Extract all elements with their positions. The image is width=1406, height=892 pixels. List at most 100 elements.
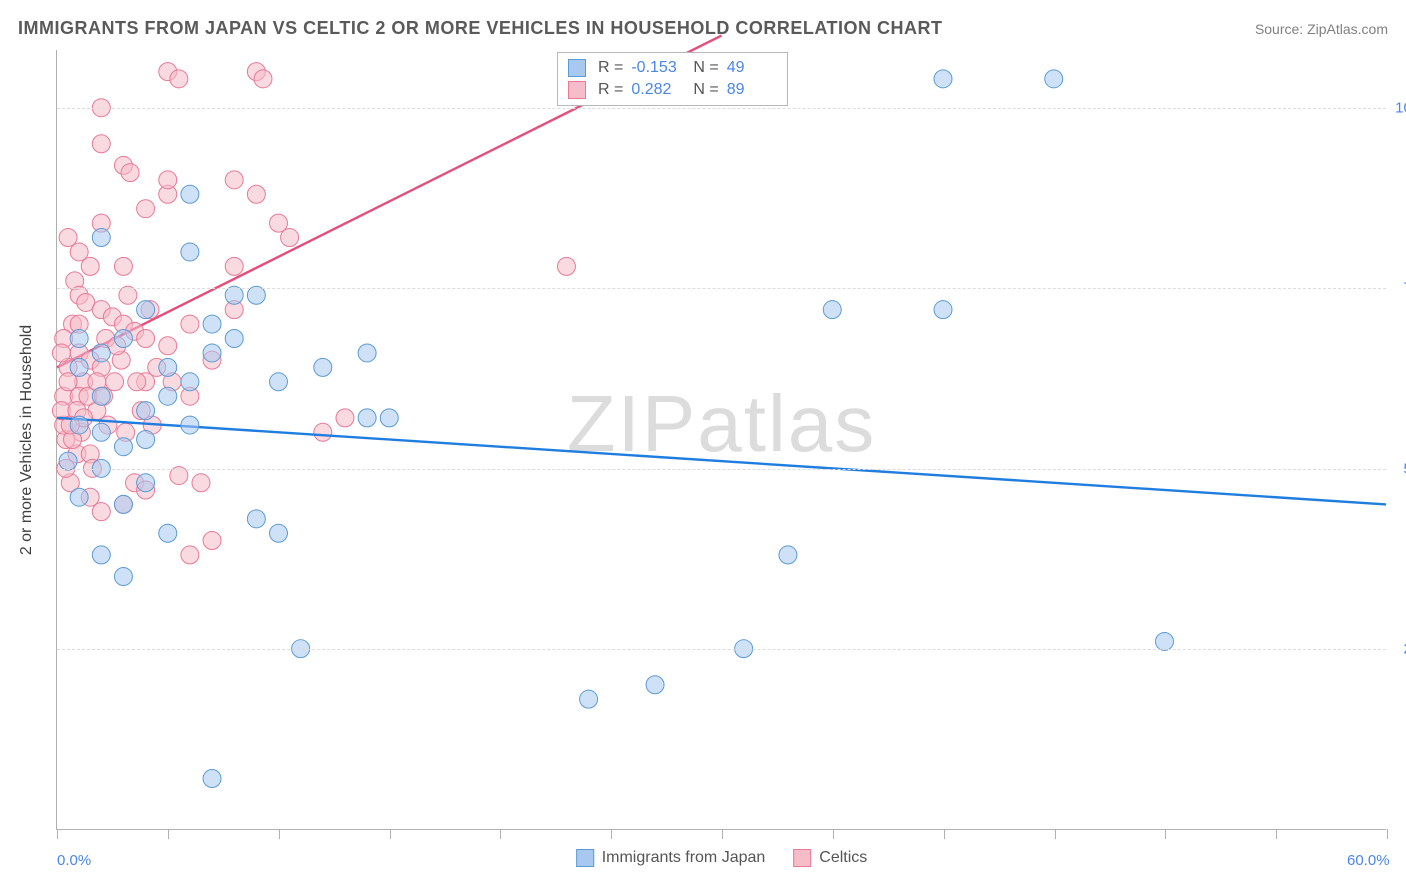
bottom-legend: Immigrants from Japan Celtics xyxy=(576,849,868,867)
blue-point xyxy=(159,387,177,405)
pink-point xyxy=(137,200,155,218)
blue-point xyxy=(92,387,110,405)
pink-point xyxy=(92,503,110,521)
y-axis-title: 2 or more Vehicles in Household xyxy=(18,324,36,554)
pink-point xyxy=(159,171,177,189)
swatch-pink xyxy=(568,81,586,99)
x-tick-label: 60.0% xyxy=(1347,852,1390,869)
pink-point xyxy=(128,373,146,391)
gridline-h xyxy=(57,288,1386,289)
blue-point xyxy=(70,330,88,348)
plot-area: 2 or more Vehicles in Household ZIPatlas… xyxy=(56,50,1386,830)
blue-point xyxy=(92,546,110,564)
pink-point xyxy=(170,70,188,88)
stat-n-label: N = xyxy=(693,59,718,77)
pink-point xyxy=(81,257,99,275)
blue-point xyxy=(70,416,88,434)
blue-point xyxy=(92,229,110,247)
source-label: Source: ZipAtlas.com xyxy=(1255,21,1388,37)
blue-point xyxy=(779,546,797,564)
x-tick xyxy=(1276,829,1277,839)
legend-item-blue: Immigrants from Japan xyxy=(576,849,766,867)
blue-point xyxy=(114,568,132,586)
blue-point xyxy=(1156,632,1174,650)
legend-label: Immigrants from Japan xyxy=(602,849,766,867)
pink-point xyxy=(247,185,265,203)
blue-point xyxy=(314,358,332,376)
swatch-blue xyxy=(576,849,594,867)
blue-point xyxy=(823,301,841,319)
blue-point xyxy=(646,676,664,694)
pink-point xyxy=(114,257,132,275)
blue-point xyxy=(203,315,221,333)
stat-r-label: R = xyxy=(598,59,623,77)
blue-point xyxy=(380,409,398,427)
pink-point xyxy=(137,330,155,348)
pink-point xyxy=(121,164,139,182)
swatch-blue xyxy=(568,59,586,77)
pink-point xyxy=(92,135,110,153)
blue-point xyxy=(59,452,77,470)
blue-point xyxy=(358,409,376,427)
y-tick-label: 100.0% xyxy=(1395,99,1406,116)
blue-point xyxy=(580,690,598,708)
pink-point xyxy=(281,229,299,247)
pink-point xyxy=(314,423,332,441)
pink-point xyxy=(159,337,177,355)
x-tick xyxy=(611,829,612,839)
blue-point xyxy=(270,373,288,391)
stat-row-pink: R =0.282N =89 xyxy=(568,79,777,101)
stat-r-value: -0.153 xyxy=(631,59,681,77)
x-tick xyxy=(57,829,58,839)
blue-point xyxy=(159,524,177,542)
blue-point xyxy=(159,358,177,376)
gridline-h xyxy=(57,108,1386,109)
gridline-h xyxy=(57,649,1386,650)
blue-point xyxy=(1045,70,1063,88)
legend-item-pink: Celtics xyxy=(793,849,867,867)
blue-point xyxy=(225,330,243,348)
blue-point xyxy=(270,524,288,542)
pink-point xyxy=(181,546,199,564)
pink-point xyxy=(557,257,575,275)
pink-point xyxy=(106,373,124,391)
blue-point xyxy=(137,402,155,420)
stat-n-value: 49 xyxy=(727,59,777,77)
blue-point xyxy=(934,70,952,88)
blue-point xyxy=(137,301,155,319)
pink-point xyxy=(52,344,70,362)
stat-r-label: R = xyxy=(598,81,623,99)
blue-point xyxy=(203,344,221,362)
blue-point xyxy=(137,431,155,449)
legend-label: Celtics xyxy=(819,849,867,867)
blue-point xyxy=(114,438,132,456)
blue-point xyxy=(934,301,952,319)
blue-point xyxy=(114,330,132,348)
pink-point xyxy=(225,257,243,275)
blue-point xyxy=(137,474,155,492)
stat-n-value: 89 xyxy=(727,81,777,99)
x-tick xyxy=(1387,829,1388,839)
x-tick-label: 0.0% xyxy=(57,852,91,869)
blue-point xyxy=(247,510,265,528)
x-tick xyxy=(944,829,945,839)
pink-point xyxy=(203,531,221,549)
swatch-pink xyxy=(793,849,811,867)
blue-point xyxy=(181,373,199,391)
blue-point xyxy=(181,185,199,203)
x-tick xyxy=(168,829,169,839)
blue-point xyxy=(181,243,199,261)
stat-r-value: 0.282 xyxy=(631,81,681,99)
blue-point xyxy=(358,344,376,362)
pink-point xyxy=(254,70,272,88)
x-tick xyxy=(500,829,501,839)
pink-point xyxy=(336,409,354,427)
blue-point xyxy=(181,416,199,434)
pink-point xyxy=(225,171,243,189)
stats-box: R =-0.153N =49R =0.282N =89 xyxy=(557,52,788,106)
blue-point xyxy=(203,770,221,788)
chart-title: IMMIGRANTS FROM JAPAN VS CELTIC 2 OR MOR… xyxy=(18,18,943,39)
x-tick xyxy=(833,829,834,839)
gridline-h xyxy=(57,469,1386,470)
blue-point xyxy=(70,488,88,506)
